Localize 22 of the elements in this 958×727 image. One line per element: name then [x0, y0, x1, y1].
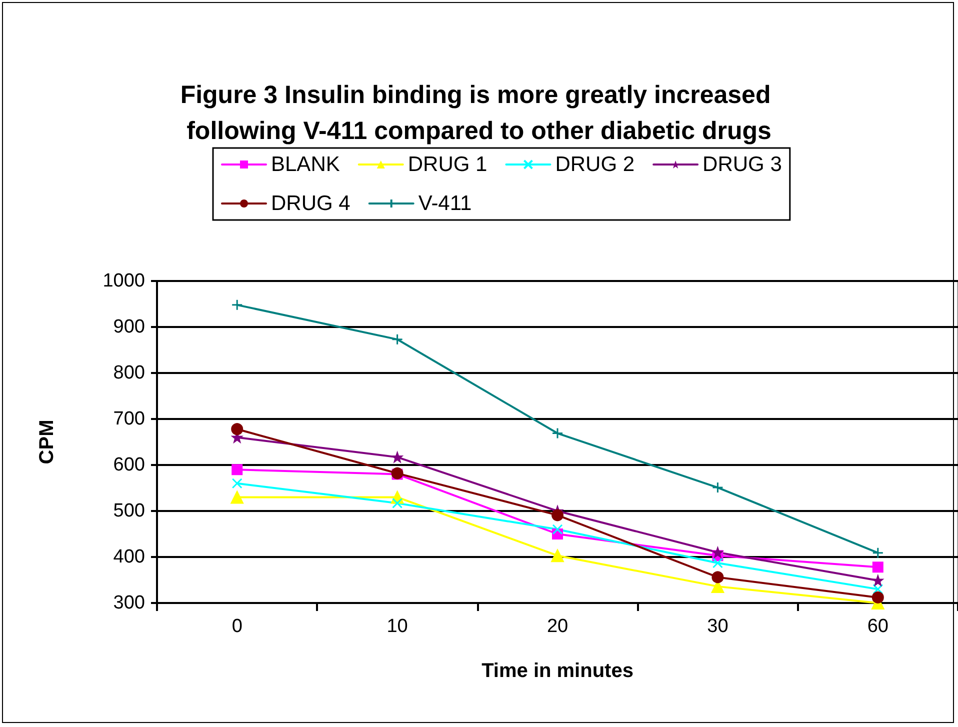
y-axis-title: CPM	[36, 420, 58, 464]
y-tick-label: 600	[113, 454, 145, 476]
y-tick-label: 300	[113, 592, 145, 614]
y-tick-label: 800	[113, 362, 145, 384]
y-tick-label: 500	[113, 500, 145, 522]
x-tick-label: 60	[867, 616, 888, 637]
y-tick-label: 900	[113, 316, 145, 338]
legend-label: DRUG 2	[555, 153, 635, 176]
legend-label: DRUG 1	[408, 153, 488, 176]
x-tick-label: 0	[232, 616, 242, 637]
legend-label: V-411	[418, 192, 472, 215]
x-tick-label: 20	[546, 616, 568, 637]
y-tick-label: 400	[113, 546, 145, 568]
x-axis-title: Time in minutes	[482, 660, 634, 682]
x-tick-label: 10	[386, 616, 408, 637]
legend-label: BLANK	[271, 153, 340, 176]
chart-title: Figure 3 Insulin binding is more greatly increased following V-411 compared to other diabetic drugs	[180, 81, 778, 145]
legend-label: DRUG 3	[702, 153, 782, 176]
y-tick-label: 1000	[102, 270, 145, 292]
x-tick-label: 30	[707, 616, 728, 637]
y-tick-label: 700	[113, 408, 145, 430]
legend-label: DRUG 4	[271, 192, 351, 215]
